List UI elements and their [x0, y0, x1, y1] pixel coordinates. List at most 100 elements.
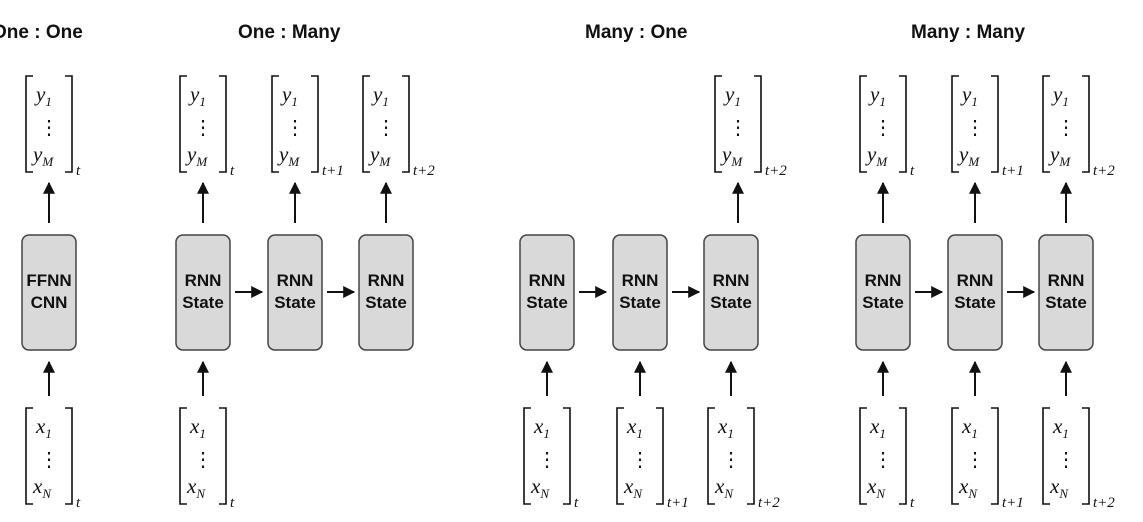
many-many-input-vector-2-ellipsis: ⋮ [965, 449, 985, 471]
many-many-input-vector-1-first-entry: x1 [869, 414, 886, 441]
one-many-input-vector-ellipsis: ⋮ [193, 449, 213, 471]
many-many-input-vector-3-ellipsis: ⋮ [1056, 449, 1076, 471]
many-many-input-vector-1-last-entry: xN [866, 474, 886, 501]
many-many-output-vector-2-left-bracket [951, 75, 959, 173]
many-one-output-vector-right-bracket [754, 75, 762, 173]
many-many-input-vector-3-right-bracket [1082, 407, 1090, 505]
one-many-rnn-box-3-shape [358, 234, 414, 351]
many-one-rnn-box-1-shape [519, 234, 575, 351]
ffnn-box-shape [21, 234, 77, 351]
many-one-input-vector-3-first-entry: x1 [717, 414, 734, 441]
one-many-rnn-box-1-label: State [182, 293, 224, 312]
one-many-output-vector-2-first-entry: y1 [280, 82, 298, 109]
many-one-input-vector-1-last-entry: xN [530, 474, 550, 501]
one-many-rnn-box-2: RNN State [267, 234, 323, 351]
many-many-output-vector-2-first-entry: y1 [960, 82, 978, 109]
one-many-rnn-box-1-label: RNN [185, 271, 222, 290]
one-many-input-vector-last-entry: xN [186, 474, 206, 501]
ffnn-output-vector-time-subscript: t [76, 163, 81, 179]
one-many-output-vector-2: y1 ⋮ yM t+1 [271, 75, 344, 179]
many-many-input-vector-2: x1 ⋮ xN t+1 [951, 407, 1024, 511]
ffnn-input-vector: x1 ⋮ xN t [25, 407, 81, 511]
many-many-output-vector-2-ellipsis: ⋮ [965, 117, 985, 139]
many-one-rnn-box-2-shape [612, 234, 668, 351]
one-many-output-vector-1-time-subscript: t [230, 163, 235, 179]
many-many-output-vector-1-left-bracket [859, 75, 867, 173]
ffnn-input-vector-first-entry: x1 [35, 414, 52, 441]
many-one-input-vector-3: x1 ⋮ xN t+2 [707, 407, 780, 511]
many-many-rnn-box-2-label: RNN [957, 271, 994, 290]
many-one-rnn-box-2-label: State [619, 293, 661, 312]
many-many-rnn-box-1: RNN State [855, 234, 911, 351]
many-one-output-vector-ellipsis: ⋮ [728, 117, 748, 139]
many-one-rnn-box-3-label: RNN [713, 271, 750, 290]
many-many-rnn-box-3-shape [1038, 234, 1094, 351]
many-one-input-vector-3-right-bracket [747, 407, 755, 505]
many-many-output-vector-3-first-entry: y1 [1051, 82, 1069, 109]
many-many-rnn-box-1-label: RNN [865, 271, 902, 290]
many-many-input-vector-3-first-entry: x1 [1052, 414, 1069, 441]
many-many-input-vector-3-time-subscript: t+2 [1093, 495, 1115, 511]
many-many-input-vector-2-left-bracket [951, 407, 959, 505]
one-many-rnn-box-3: RNN State [358, 234, 414, 351]
one-many-input-vector-time-subscript: t [230, 495, 235, 511]
title-many-to-one: Many : One [585, 22, 687, 43]
one-many-rnn-box-3-label: State [365, 293, 407, 312]
many-many-input-vector-1-ellipsis: ⋮ [873, 449, 893, 471]
many-many-output-vector-1-ellipsis: ⋮ [873, 117, 893, 139]
title-one-to-one: One : One [0, 22, 83, 43]
one-many-output-vector-1-left-bracket [179, 75, 187, 173]
ffnn-input-vector-time-subscript: t [76, 495, 81, 511]
one-many-output-vector-3-time-subscript: t+2 [413, 163, 435, 179]
ffnn-box-label: CNN [31, 293, 68, 312]
many-one-input-vector-1-right-bracket [563, 407, 571, 505]
many-one-input-vector-1-ellipsis: ⋮ [537, 449, 557, 471]
one-many-output-vector-3-left-bracket [362, 75, 370, 173]
one-many-rnn-box-1-shape [175, 234, 231, 351]
title-one-to-many: One : Many [238, 22, 341, 43]
one-many-output-vector-3-last-entry: yM [368, 142, 391, 169]
ffnn-output-vector-ellipsis: ⋮ [39, 117, 59, 139]
many-one-input-vector-2-right-bracket [656, 407, 664, 505]
ffnn-output-vector-left-bracket [25, 75, 33, 173]
many-one-input-vector-2-time-subscript: t+1 [667, 495, 689, 511]
ffnn-input-vector-left-bracket [25, 407, 33, 505]
many-many-rnn-box-2-label: State [954, 293, 996, 312]
many-many-output-vector-3-left-bracket [1042, 75, 1050, 173]
many-one-output-vector-time-subscript: t+2 [765, 163, 787, 179]
one-many-output-vector-1: y1 ⋮ yM t [179, 75, 235, 179]
one-many-output-vector-3-first-entry: y1 [371, 82, 389, 109]
one-many-output-vector-3-right-bracket [402, 75, 410, 173]
many-one-input-vector-3-ellipsis: ⋮ [721, 449, 741, 471]
many-many-rnn-box-2: RNN State [947, 234, 1003, 351]
one-many-output-vector-2-last-entry: yM [277, 142, 300, 169]
many-many-output-vector-2-last-entry: yM [957, 142, 980, 169]
many-many-input-vector-3: x1 ⋮ xN t+2 [1042, 407, 1115, 511]
ffnn-output-vector-last-entry: yM [31, 142, 54, 169]
many-one-rnn-box-3-label: State [710, 293, 752, 312]
many-many-rnn-box-1-shape [855, 234, 911, 351]
many-many-output-vector-3-right-bracket [1082, 75, 1090, 173]
many-many-input-vector-2-time-subscript: t+1 [1002, 495, 1024, 511]
ffnn-input-vector-right-bracket [65, 407, 73, 505]
many-many-rnn-box-3-label: State [1045, 293, 1087, 312]
many-many-input-vector-1-time-subscript: t [910, 495, 915, 511]
one-many-rnn-box-3-label: RNN [368, 271, 405, 290]
many-many-rnn-box-2-shape [947, 234, 1003, 351]
many-many-rnn-box-3: RNN State [1038, 234, 1094, 351]
many-one-input-vector-2-left-bracket [616, 407, 624, 505]
many-many-input-vector-2-right-bracket [991, 407, 999, 505]
one-many-rnn-box-2-shape [267, 234, 323, 351]
many-one-input-vector-1-first-entry: x1 [533, 414, 550, 441]
ffnn-output-vector-right-bracket [65, 75, 73, 173]
many-one-input-vector-2: x1 ⋮ xN t+1 [616, 407, 689, 511]
one-many-output-vector-2-ellipsis: ⋮ [285, 117, 305, 139]
many-one-rnn-box-1-label: RNN [529, 271, 566, 290]
one-many-rnn-box-2-label: RNN [277, 271, 314, 290]
one-many-output-vector-3-ellipsis: ⋮ [376, 117, 396, 139]
one-many-input-vector-left-bracket [179, 407, 187, 505]
many-many-output-vector-1: y1 ⋮ yM t [859, 75, 915, 179]
many-many-input-vector-1-right-bracket [899, 407, 907, 505]
one-many-output-vector-1-right-bracket [219, 75, 227, 173]
